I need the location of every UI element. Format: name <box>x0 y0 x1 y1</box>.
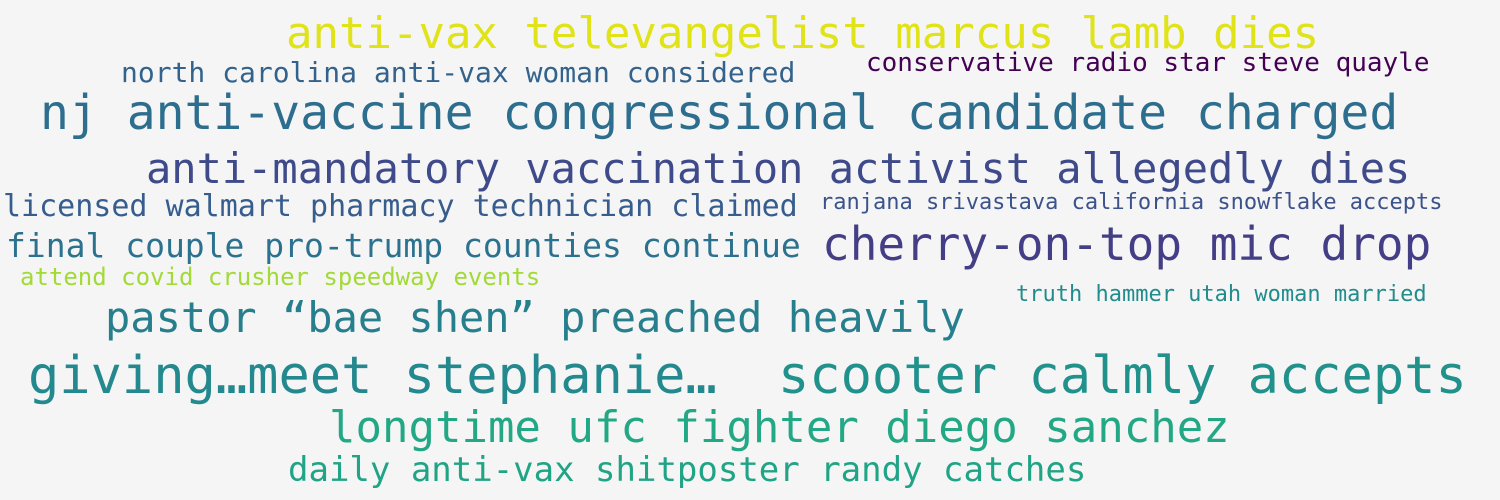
word-14: scooter calmly accepts <box>778 346 1467 406</box>
word-3: conservative radio star steve quayle <box>866 48 1430 78</box>
word-15: longtime ufc fighter diego sanchez <box>329 402 1230 453</box>
word-12: truth hammer utah woman married <box>1016 282 1427 307</box>
word-13: giving…meet stephanie… <box>28 346 717 406</box>
word-4: nj anti-vaccine congressional candidate … <box>40 85 1399 141</box>
word-1: anti-vax televangelist marcus lamb dies <box>286 8 1320 59</box>
word-8: final couple pro-trump counties continue <box>6 226 801 265</box>
word-10: attend covid crusher speedway events <box>20 263 541 291</box>
word-2: north carolina anti-vax woman considered <box>121 56 796 89</box>
word-7: ranjana srivastava california snowflake … <box>820 190 1443 215</box>
word-11: pastor “bae shen” preached heavily <box>105 293 965 342</box>
word-9: cherry-on-top mic drop <box>822 217 1432 271</box>
word-6: licensed walmart pharmacy technician cla… <box>3 189 798 224</box>
word-16: daily anti-vax shitposter randy catches <box>288 450 1087 490</box>
word-5: anti-mandatory vaccination activist alle… <box>146 144 1411 193</box>
